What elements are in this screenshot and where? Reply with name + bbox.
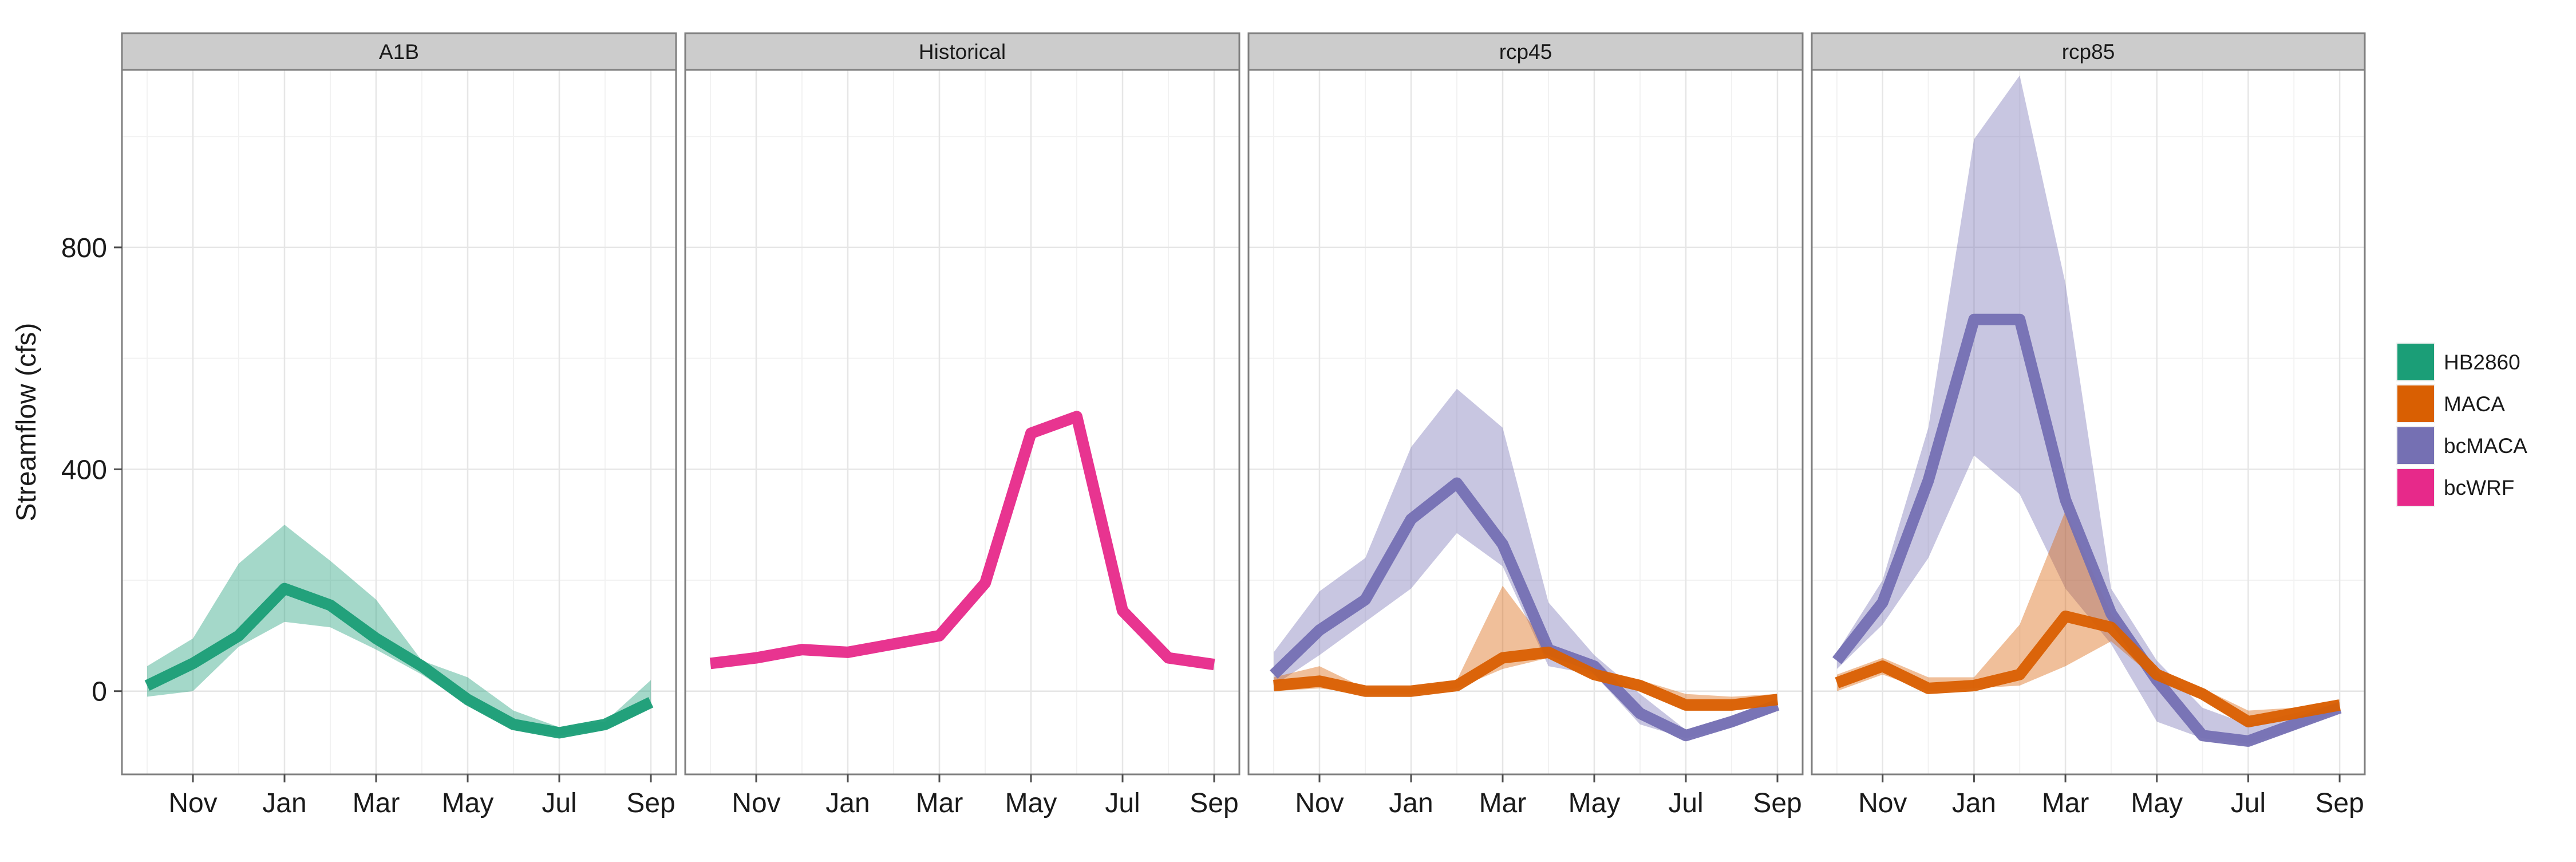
x-tick-label: Jul	[1668, 788, 1703, 818]
x-tick-label: Nov	[1858, 788, 1907, 818]
x-tick-label: Jan	[825, 788, 870, 818]
legend-label: bcMACA	[2444, 434, 2527, 458]
x-tick-label: Sep	[2315, 788, 2364, 818]
x-tick-label: May	[442, 788, 494, 818]
facet-strip-label: rcp45	[1499, 40, 1552, 64]
facet-strip	[121, 32, 677, 71]
y-tick-label: 800	[61, 233, 107, 263]
legend-swatch-maca	[2397, 385, 2434, 422]
y-tick-label: 0	[92, 677, 107, 707]
x-tick-label: May	[2131, 788, 2183, 818]
ribbon-bcmaca	[1274, 388, 1777, 738]
x-tick-label: Mar	[353, 788, 400, 818]
panel-historical: Historical Nov Jan Mar May Jul Sep	[684, 32, 1240, 818]
panel-background	[1812, 70, 2365, 774]
legend-label: bcWRF	[2444, 476, 2514, 499]
legend-label: MACA	[2444, 392, 2505, 416]
x-tick-label: Nov	[1295, 788, 1344, 818]
series-line-bcmaca	[1270, 477, 1780, 742]
x-tick-label: May	[1005, 788, 1057, 818]
series-line-maca	[1835, 611, 2341, 727]
ribbon-maca	[1274, 585, 1777, 711]
y-axis-title: Streamflow (cfs)	[11, 323, 42, 522]
legend-swatch-bcmaca	[2397, 427, 2434, 464]
ribbon-hb2860	[147, 525, 651, 736]
panel-background	[1249, 70, 1803, 774]
panel-a1b: A1B Nov Jan Mar May Jul Sep 0 400 800	[61, 32, 677, 818]
facet-strip-label: rcp85	[2062, 40, 2115, 64]
x-tick-label: Jan	[262, 788, 306, 818]
series-line-hb2860	[144, 582, 654, 739]
facet-strip	[1811, 32, 2366, 71]
ribbon-bcmaca	[1836, 75, 2340, 744]
series-line-bcwrf	[709, 411, 1215, 671]
x-tick-label: Jul	[2231, 788, 2266, 818]
x-tick-label: Mar	[916, 788, 963, 818]
x-tick-label: Jul	[542, 788, 576, 818]
x-tick-label: Jan	[1952, 788, 1996, 818]
x-tick-label: Sep	[626, 788, 675, 818]
panel-background	[685, 70, 1239, 774]
x-tick-label: Jan	[1389, 788, 1433, 818]
legend-swatch-bcwrf	[2397, 469, 2434, 506]
legend-swatch-hb2860	[2397, 344, 2434, 380]
facet-strip	[684, 32, 1240, 71]
x-tick-label: Mar	[2042, 788, 2089, 818]
x-tick-label: Nov	[168, 788, 217, 818]
facet-strip-label: A1B	[379, 40, 419, 64]
x-tick-label: Sep	[1753, 788, 1801, 818]
legend: HB2860 MACA bcMACA bcWRF	[2395, 341, 2527, 508]
y-tick-label: 400	[61, 455, 107, 485]
facet-strip-label: Historical	[919, 40, 1006, 64]
series-line-maca	[1273, 646, 1779, 711]
x-tick-label: Mar	[1479, 788, 1527, 818]
series-line-bcmaca	[1832, 313, 2342, 747]
x-tick-label: Nov	[732, 788, 780, 818]
panel-rcp85: rcp85 Nov Jan Mar May Jul Sep	[1811, 32, 2366, 818]
panel-rcp45: rcp45 Nov Jan Mar May Jul Sep	[1247, 32, 1804, 818]
x-tick-label: May	[1568, 788, 1621, 818]
x-tick-label: Jul	[1105, 788, 1140, 818]
legend-label: HB2860	[2444, 351, 2520, 374]
facet-strip	[1247, 32, 1804, 71]
x-tick-label: Sep	[1190, 788, 1238, 818]
